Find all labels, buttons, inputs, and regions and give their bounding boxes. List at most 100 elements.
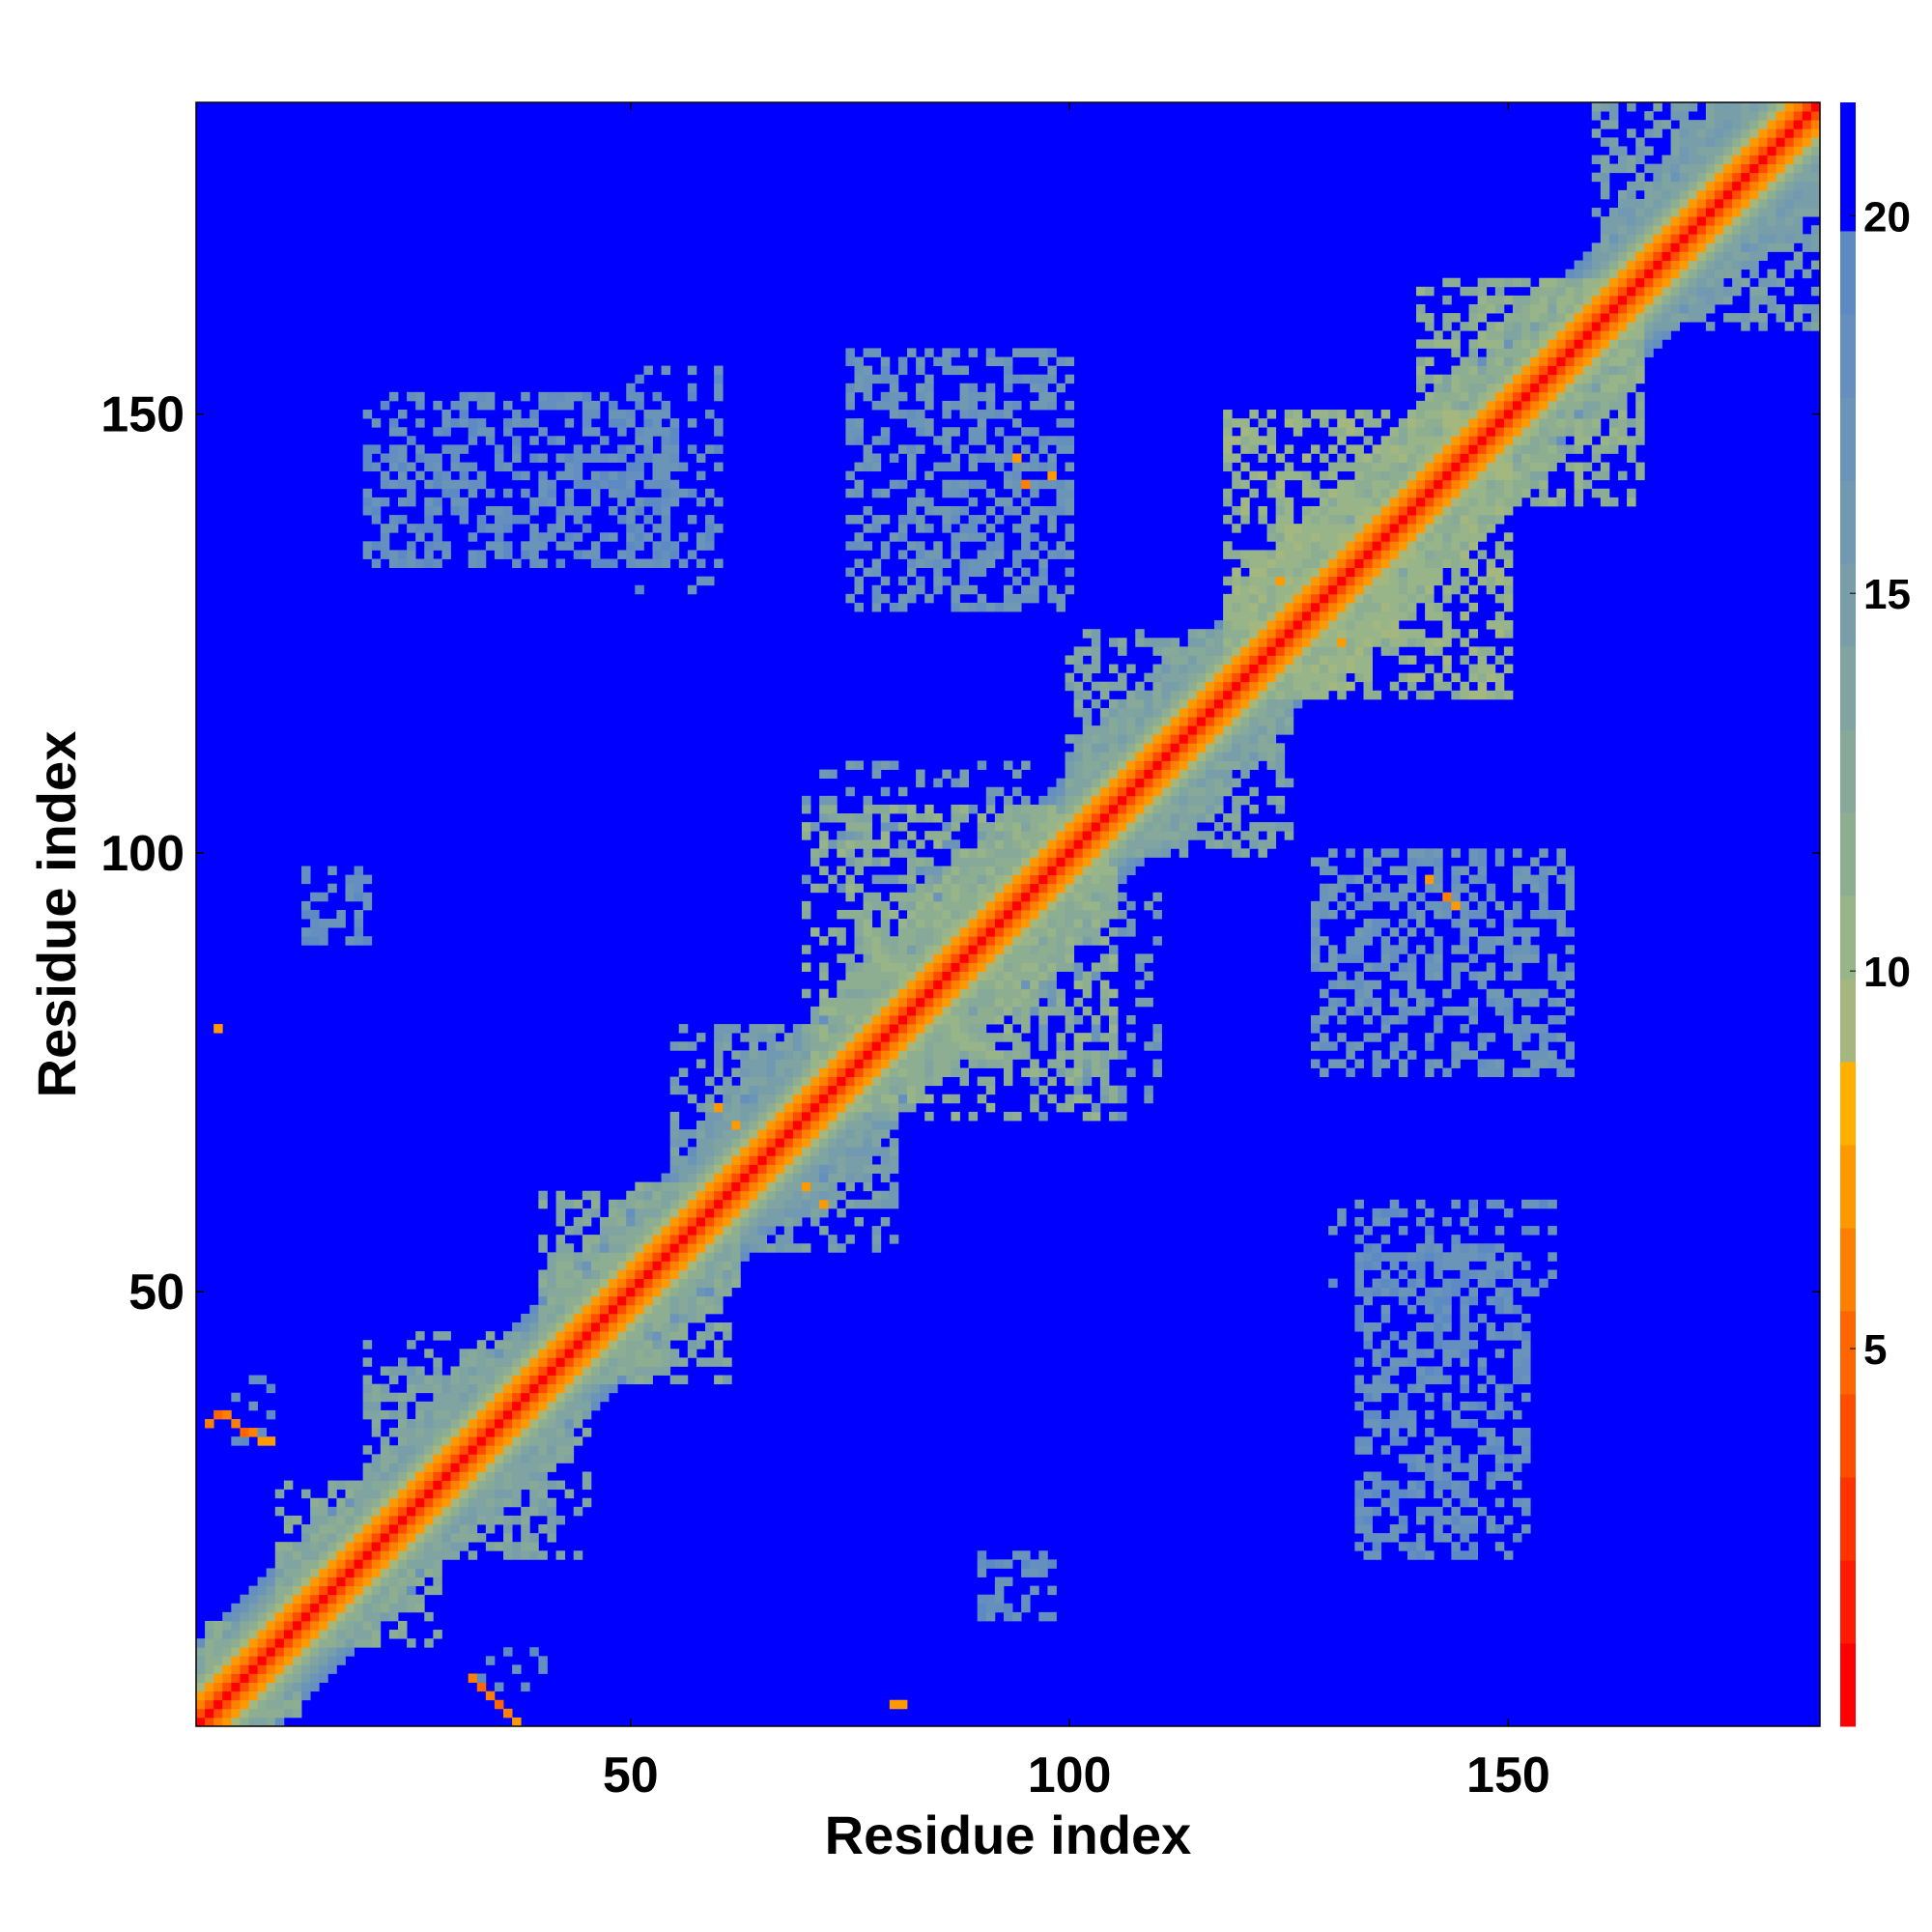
heatmap-cell <box>696 1226 706 1236</box>
heatmap-cell <box>257 1717 268 1727</box>
heatmap-cell <box>1363 1506 1373 1517</box>
heatmap-cell <box>652 524 662 533</box>
heatmap-cell <box>512 1340 522 1350</box>
heatmap-cell <box>1056 1059 1065 1068</box>
heatmap-cell <box>942 866 952 876</box>
heatmap-cell <box>652 1190 662 1201</box>
heatmap-cell <box>775 1059 785 1068</box>
heatmap-cell <box>994 857 1005 867</box>
heatmap-cell <box>538 1295 548 1306</box>
heatmap-cell <box>336 1506 346 1517</box>
heatmap-cell <box>590 1304 601 1315</box>
heatmap-cell <box>1126 822 1136 832</box>
heatmap-cell <box>327 1577 337 1587</box>
heatmap-cell <box>1320 410 1329 419</box>
heatmap-cell <box>687 1313 697 1323</box>
heatmap-cell <box>863 1094 873 1104</box>
heatmap-cell <box>1275 717 1286 726</box>
heatmap-cell <box>977 1568 987 1577</box>
heatmap-cell <box>599 470 610 481</box>
heatmap-cell <box>916 488 925 498</box>
heatmap-cell <box>1320 629 1329 639</box>
heatmap-cell <box>538 479 548 490</box>
heatmap-cell <box>1065 462 1075 472</box>
heatmap-cell <box>985 541 996 551</box>
heatmap-cell <box>951 900 960 911</box>
heatmap-cell <box>582 1349 592 1358</box>
heatmap-cell <box>424 1418 434 1429</box>
heatmap-cell <box>916 1085 925 1095</box>
heatmap-cell <box>397 1357 408 1367</box>
heatmap-cell <box>529 1436 539 1446</box>
heatmap-cell <box>1380 620 1391 630</box>
heatmap-cell <box>529 524 539 533</box>
heatmap-cell <box>775 1094 785 1104</box>
heatmap-cell <box>1240 436 1250 445</box>
heatmap-cell <box>1144 900 1153 911</box>
heatmap-cell <box>669 1235 680 1244</box>
heatmap-cell <box>521 1366 530 1376</box>
heatmap-cell <box>257 1708 268 1719</box>
heatmap-cell <box>652 1226 662 1236</box>
heatmap-cell <box>626 1243 636 1253</box>
heatmap-cell <box>897 532 908 542</box>
heatmap-cell <box>985 874 996 885</box>
heatmap-cell <box>775 1235 785 1244</box>
heatmap-cell <box>1389 427 1400 437</box>
heatmap-cell <box>388 1594 399 1605</box>
heatmap-cell <box>1091 971 1101 981</box>
heatmap-cell <box>766 1147 777 1156</box>
heatmap-cell <box>1056 1067 1065 1077</box>
heatmap-cell <box>371 1392 382 1403</box>
heatmap-cell <box>669 1226 680 1236</box>
heatmap-cell <box>609 1278 618 1289</box>
heatmap-cell <box>951 813 960 823</box>
heatmap-cell <box>669 1155 680 1165</box>
heatmap-cell <box>450 1409 460 1420</box>
heatmap-cell <box>661 1366 671 1376</box>
heatmap-cell <box>433 505 442 516</box>
heatmap-cell <box>897 945 908 954</box>
heatmap-cell <box>1223 515 1233 525</box>
heatmap-cell <box>1012 927 1022 937</box>
heatmap-cell <box>863 505 873 516</box>
heatmap-cell <box>397 1480 408 1491</box>
heatmap-cell <box>801 1208 811 1218</box>
heatmap-cell <box>951 348 960 357</box>
heatmap-cell <box>555 1375 566 1385</box>
heatmap-cell <box>617 1322 627 1332</box>
heatmap-cell <box>599 1261 610 1270</box>
heatmap-cell <box>1301 532 1312 542</box>
heatmap-cell <box>1363 646 1373 656</box>
heatmap-cell <box>371 1506 382 1517</box>
heatmap-cell <box>547 1436 556 1446</box>
heatmap-cell <box>1021 804 1031 814</box>
heatmap-cell <box>529 453 539 463</box>
heatmap-cell <box>792 1190 803 1201</box>
heatmap-cell <box>564 1313 575 1323</box>
heatmap-cell <box>590 1252 601 1262</box>
heatmap-cell <box>1346 980 1355 990</box>
heatmap-cell <box>564 400 575 411</box>
heatmap-cell <box>916 953 925 963</box>
heatmap-cell <box>994 786 1005 797</box>
heatmap-cell <box>1021 1594 1031 1605</box>
heatmap-cell <box>1091 857 1101 867</box>
heatmap-cell <box>231 1690 241 1701</box>
heatmap-cell <box>1284 593 1294 604</box>
heatmap-cell <box>731 1173 741 1183</box>
heatmap-cell <box>538 1489 548 1499</box>
heatmap-cell <box>889 1033 899 1042</box>
heatmap-cell <box>977 909 987 920</box>
heatmap-cell <box>1161 813 1171 823</box>
heatmap-cell <box>362 1392 373 1403</box>
heatmap-cell <box>1249 611 1259 621</box>
heatmap-cell <box>485 1497 496 1508</box>
heatmap-cell <box>1266 795 1277 806</box>
heatmap-cell <box>450 1454 460 1463</box>
heatmap-cell <box>1038 436 1048 445</box>
heatmap-cell <box>1249 664 1259 674</box>
heatmap-cell <box>257 1638 268 1648</box>
heatmap-cell <box>485 1401 496 1411</box>
heatmap-cell <box>942 953 952 963</box>
